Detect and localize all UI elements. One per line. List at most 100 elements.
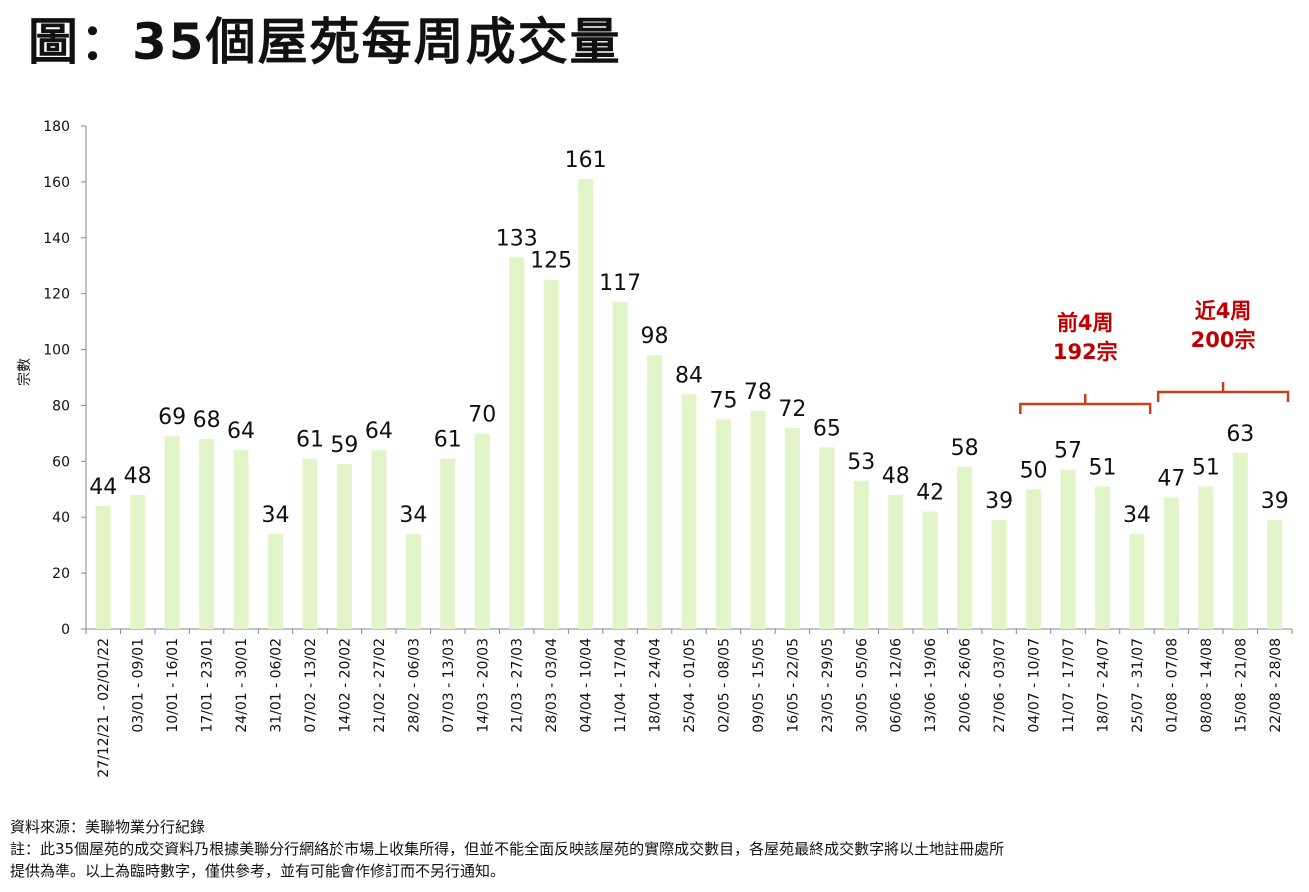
chart-title: 圖：35個屋苑每周成交量 (28, 13, 622, 71)
x-tick-label: 07/02 - 13/02 (303, 638, 319, 733)
bar (647, 355, 663, 629)
data-label: 133 (496, 226, 538, 251)
bar (336, 464, 352, 629)
data-label: 98 (641, 324, 669, 349)
data-label: 70 (468, 402, 496, 427)
y-tick-label: 140 (43, 231, 70, 247)
data-label: 48 (882, 464, 910, 489)
bar (95, 506, 111, 629)
bar (371, 450, 387, 629)
bar (612, 302, 628, 629)
data-label: 125 (530, 249, 572, 274)
data-label: 64 (365, 419, 393, 444)
x-tick-label: 10/01 - 16/01 (165, 638, 181, 733)
x-tick-label: 18/04 - 24/04 (648, 638, 664, 733)
y-tick-label: 80 (52, 398, 70, 414)
data-label: 48 (124, 464, 152, 489)
x-tick-label: 23/05 - 29/05 (820, 638, 836, 733)
annotation-bracket (1019, 394, 1152, 414)
y-tick-label: 60 (52, 454, 70, 470)
x-tick-label: 01/08 - 07/08 (1164, 638, 1180, 733)
x-tick-label: 14/02 - 20/02 (337, 638, 353, 733)
data-label: 161 (565, 148, 607, 173)
bar (302, 458, 318, 629)
x-tick-label: 04/07 - 10/07 (1027, 638, 1043, 733)
data-label: 57 (1054, 439, 1082, 464)
data-label: 64 (227, 419, 255, 444)
x-tick-label: 22/08 - 28/08 (1268, 638, 1284, 733)
bar (1026, 489, 1042, 629)
x-tick-label: 03/01 - 09/01 (131, 638, 147, 733)
x-tick-label: 07/03 - 13/03 (441, 638, 457, 733)
data-label: 42 (916, 481, 944, 506)
x-tick-label: 27/12/21 - 02/01/22 (96, 638, 112, 778)
data-label: 61 (296, 428, 324, 453)
bar (543, 279, 559, 629)
y-tick-label: 0 (61, 622, 70, 638)
data-label: 34 (399, 503, 427, 528)
x-tick-label: 17/01 - 23/01 (200, 638, 216, 733)
y-tick-label: 120 (43, 287, 70, 303)
bar (888, 494, 904, 629)
data-label: 63 (1226, 422, 1254, 447)
x-tick-label: 28/03 - 03/04 (544, 638, 560, 733)
bar (233, 450, 249, 629)
x-tick-label: 21/02 - 27/02 (372, 638, 388, 733)
bar (474, 433, 490, 629)
disclaimer-line-2: 提供為準。以上為臨時數字，僅供參考，並有可能會作修訂而不另行通知。 (10, 862, 506, 880)
x-tick-label: 09/05 - 15/05 (751, 638, 767, 733)
x-tick-label: 08/08 - 14/08 (1199, 638, 1215, 733)
data-label: 34 (1123, 503, 1151, 528)
bar (1198, 486, 1214, 629)
bar (1129, 533, 1145, 629)
bar (268, 533, 284, 629)
x-tick-label: 04/04 - 10/04 (579, 638, 595, 733)
data-label: 53 (847, 450, 875, 475)
bar (922, 511, 938, 629)
bar (440, 458, 456, 629)
data-label: 61 (434, 428, 462, 453)
bar (405, 533, 421, 629)
bar (164, 436, 180, 629)
bar (991, 520, 1007, 629)
data-label: 51 (1192, 455, 1220, 480)
bar (1163, 497, 1179, 629)
bar (784, 427, 800, 629)
data-label: 39 (985, 489, 1013, 514)
annotation-label-period: 近4周 (1195, 299, 1252, 323)
x-tick-label: 28/02 - 06/03 (406, 638, 422, 733)
annotation-label-period: 前4周 (1057, 311, 1114, 335)
bar (130, 494, 146, 629)
disclaimer-line-1: 註：此35個屋苑的成交資料乃根據美聯分行網絡於市場上收集所得，但並不能全面反映該… (10, 840, 1005, 858)
x-tick-label: 30/05 - 05/06 (854, 638, 870, 733)
x-tick-label: 16/05 - 22/05 (785, 638, 801, 733)
data-label: 50 (1020, 458, 1048, 483)
data-label: 75 (709, 388, 737, 413)
bar (199, 438, 215, 629)
bar (1232, 452, 1248, 629)
data-label: 59 (330, 433, 358, 458)
data-label: 34 (262, 503, 290, 528)
x-tick-label: 02/05 - 08/05 (716, 638, 732, 733)
x-tick-label: 18/07 - 24/07 (1095, 638, 1111, 733)
x-tick-label: 14/03 - 20/03 (475, 638, 491, 733)
bar (578, 179, 594, 629)
x-tick-label: 31/01 - 06/02 (269, 638, 285, 733)
data-label: 65 (813, 416, 841, 441)
x-tick-label: 20/06 - 26/06 (958, 638, 974, 733)
x-tick-label: 25/07 - 31/07 (1130, 638, 1146, 733)
data-label: 44 (89, 475, 117, 500)
bar (853, 480, 869, 629)
bar (509, 257, 525, 629)
source-note: 資料來源：美聯物業分行紀錄 (10, 818, 206, 836)
annotation-bracket (1156, 382, 1290, 402)
x-tick-label: 27/06 - 03/07 (992, 638, 1008, 733)
x-tick-label: 24/01 - 30/01 (234, 638, 250, 733)
data-label: 69 (158, 405, 186, 430)
data-label: 117 (599, 271, 641, 296)
bar (819, 447, 835, 629)
bar (1060, 469, 1076, 629)
y-tick-label: 100 (43, 343, 70, 359)
